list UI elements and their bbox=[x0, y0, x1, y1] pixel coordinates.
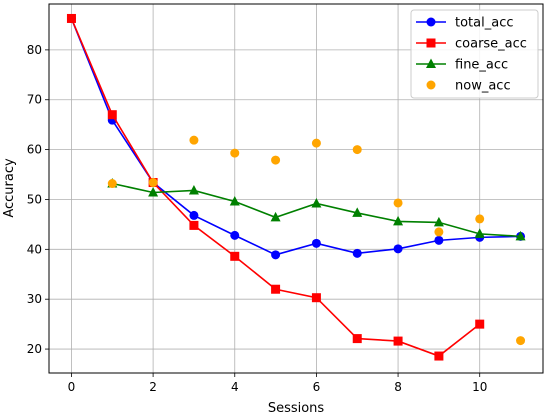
legend-label: fine_acc bbox=[455, 58, 508, 73]
data-point bbox=[148, 186, 159, 197]
series-layer bbox=[66, 13, 526, 361]
data-point bbox=[311, 293, 321, 303]
data-point bbox=[271, 284, 281, 294]
data-point bbox=[352, 207, 363, 217]
legend-item: now_acc bbox=[426, 79, 511, 94]
data-point bbox=[311, 197, 322, 208]
data-point bbox=[230, 251, 240, 261]
data-point bbox=[311, 138, 321, 148]
data-point bbox=[230, 230, 240, 240]
data-point bbox=[433, 216, 444, 227]
data-point bbox=[352, 334, 362, 344]
x-tick-label: 10 bbox=[472, 380, 487, 394]
y-tick-label: 70 bbox=[27, 93, 42, 107]
legend-label: total_acc bbox=[455, 16, 514, 31]
y-tick-label: 20 bbox=[27, 342, 42, 356]
legend-box bbox=[410, 9, 539, 99]
data-point bbox=[189, 210, 199, 220]
data-point bbox=[515, 230, 526, 241]
legend-item: fine_acc bbox=[416, 58, 508, 73]
data-point bbox=[107, 110, 117, 120]
series-fine-acc bbox=[107, 178, 526, 241]
legend-marker bbox=[426, 17, 436, 27]
y-tick-label: 30 bbox=[27, 292, 42, 306]
data-point bbox=[434, 351, 444, 361]
x-tick-label: 2 bbox=[149, 380, 157, 394]
data-point bbox=[393, 198, 403, 208]
y-tick-label: 40 bbox=[27, 242, 42, 256]
data-point bbox=[475, 214, 485, 224]
data-point bbox=[474, 228, 485, 238]
data-point bbox=[475, 319, 485, 329]
data-point bbox=[271, 155, 281, 165]
data-point bbox=[189, 135, 199, 145]
legend-item: coarse_acc bbox=[416, 37, 527, 52]
data-point bbox=[66, 13, 76, 23]
x-tick-label: 4 bbox=[231, 380, 239, 394]
data-point bbox=[352, 145, 362, 155]
data-point bbox=[393, 336, 403, 346]
plot-frame bbox=[48, 3, 544, 374]
data-point bbox=[352, 248, 362, 258]
data-point bbox=[270, 211, 281, 222]
data-point bbox=[393, 215, 404, 226]
data-point bbox=[434, 235, 444, 245]
legend-label: coarse_acc bbox=[455, 37, 527, 52]
legend-item: total_acc bbox=[416, 16, 514, 31]
y-tick-label: 60 bbox=[27, 143, 42, 157]
data-point bbox=[188, 184, 199, 195]
axis-ticks: 0 2 4 6 8 10 20 30 40 50 60 70 80 bbox=[27, 43, 488, 394]
data-point bbox=[271, 250, 281, 260]
legend-marker bbox=[426, 80, 436, 90]
legend: total_acc coarse_acc fine_acc now_acc bbox=[410, 9, 539, 99]
y-axis-label: Accuracy bbox=[2, 158, 17, 218]
x-tick-label: 0 bbox=[68, 380, 76, 394]
data-point bbox=[107, 179, 117, 189]
data-point bbox=[230, 148, 240, 158]
data-point bbox=[189, 220, 199, 230]
y-tick-label: 50 bbox=[27, 192, 42, 206]
y-tick-label: 80 bbox=[27, 43, 42, 57]
legend-marker bbox=[426, 38, 436, 48]
x-tick-label: 8 bbox=[394, 380, 402, 394]
legend-marker bbox=[426, 58, 436, 68]
x-axis-label: Sessions bbox=[268, 401, 325, 413]
data-point bbox=[516, 336, 526, 346]
data-point bbox=[311, 238, 321, 248]
legend-label: now_acc bbox=[455, 79, 511, 94]
data-point bbox=[393, 244, 403, 254]
series-now-acc bbox=[107, 135, 526, 346]
data-point bbox=[148, 178, 158, 188]
data-point bbox=[229, 195, 240, 206]
data-point bbox=[434, 227, 444, 237]
x-tick-label: 6 bbox=[313, 380, 321, 394]
